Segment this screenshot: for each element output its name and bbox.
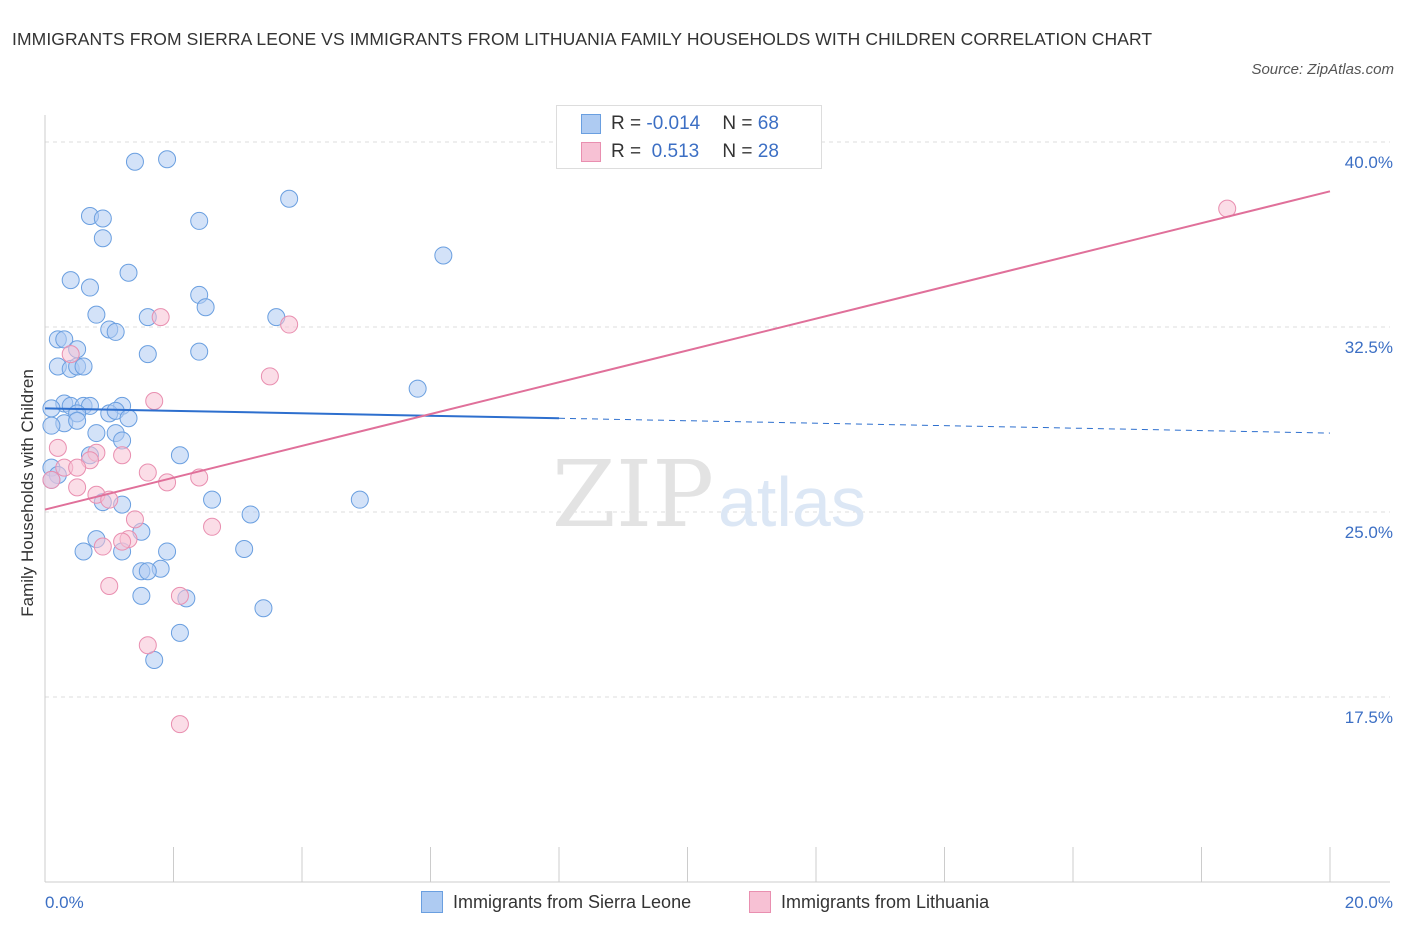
point-sierra-leone	[190, 211, 209, 230]
legend-swatch-blue	[581, 114, 601, 134]
legend-r-label: R =	[611, 113, 647, 134]
point-sierra-leone	[80, 278, 99, 297]
point-lithuania	[170, 715, 189, 734]
point-sierra-leone	[87, 305, 106, 324]
point-sierra-leone	[170, 623, 189, 642]
y-tick-label: 17.5%	[1345, 708, 1393, 727]
y-tick-label: 40.0%	[1345, 153, 1393, 172]
trendline-lithuania	[44, 190, 1331, 511]
point-sierra-leone	[408, 379, 427, 398]
point-lithuania	[158, 473, 177, 492]
point-lithuania	[68, 478, 87, 497]
legend-row-lithuania: R = 0.513 N = 28	[581, 139, 779, 165]
x-tick-label: 0.0%	[45, 893, 84, 912]
watermark-atlas: atlas	[718, 463, 866, 541]
point-lithuania	[48, 438, 67, 457]
legend-item-lithuania[interactable]: Immigrants from Lithuania	[749, 888, 989, 916]
source-note: Source: ZipAtlas.com	[1251, 61, 1394, 78]
y-tick-label: 32.5%	[1345, 338, 1393, 357]
y-axis-title: Family Households with Children	[18, 369, 37, 617]
point-lithuania	[260, 367, 279, 386]
point-sierra-leone	[158, 150, 177, 169]
point-sierra-leone	[241, 505, 260, 524]
axis-labels: 17.5% 25.0% 32.5% 40.0% 0.0% 20.0% Family Hous…	[18, 153, 1393, 912]
stats-legend: R = -0.014 N = 68 R = 0.513 N = 28	[556, 105, 822, 169]
point-sierra-leone	[74, 542, 93, 561]
legend-r-label: R =	[611, 141, 647, 162]
grid	[45, 141, 1390, 698]
point-sierra-leone	[254, 599, 273, 618]
x-tick-label: 20.0%	[1345, 893, 1393, 912]
trendline-sierra-leone	[44, 407, 560, 420]
point-sierra-leone	[196, 298, 215, 317]
point-sierra-leone	[434, 246, 453, 265]
legend-swatch-pink	[581, 142, 601, 162]
point-lithuania	[138, 463, 157, 482]
legend-row-sierra-leone: R = -0.014 N = 68	[581, 111, 779, 137]
point-lithuania	[61, 345, 80, 364]
point-sierra-leone	[350, 490, 369, 509]
point-sierra-leone	[87, 424, 106, 443]
data-points	[42, 150, 1237, 734]
point-sierra-leone	[93, 229, 112, 248]
point-sierra-leone	[106, 322, 125, 341]
point-sierra-leone	[61, 271, 80, 290]
point-sierra-leone	[138, 562, 157, 581]
point-lithuania	[113, 532, 132, 551]
trendline-sierra-leone-extension	[558, 417, 1331, 434]
trend-lines	[44, 190, 1331, 511]
point-sierra-leone	[190, 342, 209, 361]
point-lithuania	[280, 315, 299, 334]
legend-n-label: N =	[722, 141, 758, 162]
point-sierra-leone	[74, 357, 93, 376]
point-lithuania	[145, 392, 164, 410]
point-lithuania	[113, 446, 132, 465]
point-lithuania	[100, 577, 119, 595]
y-tick-label: 25.0%	[1345, 523, 1393, 542]
point-sierra-leone	[68, 411, 87, 430]
point-lithuania	[42, 470, 61, 489]
legend-series-label: Immigrants from Lithuania	[781, 891, 990, 912]
point-lithuania	[151, 308, 170, 327]
watermark: ZIP atlas	[552, 441, 866, 548]
legend-swatch-pink	[749, 891, 771, 913]
point-sierra-leone	[158, 542, 177, 561]
point-lithuania	[170, 586, 189, 605]
point-lithuania	[125, 510, 144, 529]
point-sierra-leone	[119, 263, 138, 282]
point-lithuania	[93, 537, 112, 556]
point-sierra-leone	[119, 409, 138, 428]
legend-swatch-blue	[421, 891, 443, 913]
legend-r-value: 0.513	[646, 141, 700, 162]
point-sierra-leone	[170, 446, 189, 465]
point-sierra-leone	[203, 490, 222, 509]
point-lithuania	[203, 517, 222, 536]
point-lithuania	[138, 636, 157, 655]
chart-title: IMMIGRANTS FROM SIERRA LEONE VS IMMIGRAN…	[12, 29, 1153, 49]
point-sierra-leone	[280, 189, 299, 208]
point-sierra-leone	[138, 345, 157, 364]
point-sierra-leone	[132, 586, 151, 605]
watermark-zip: ZIP	[552, 441, 714, 548]
legend-n-value: 68	[757, 113, 779, 134]
legend-item-sierra-leone[interactable]: Immigrants from Sierra Leone	[421, 888, 691, 916]
point-sierra-leone	[235, 540, 254, 558]
legend-n-label: N =	[722, 113, 758, 134]
legend-r-value: -0.014	[646, 113, 701, 134]
legend-series-label: Immigrants from Sierra Leone	[453, 891, 692, 912]
legend-n-value: 28	[757, 141, 779, 162]
point-sierra-leone	[42, 416, 61, 435]
point-sierra-leone	[125, 152, 144, 171]
point-sierra-leone	[93, 209, 112, 228]
point-lithuania	[68, 458, 87, 477]
axes	[44, 115, 1390, 883]
